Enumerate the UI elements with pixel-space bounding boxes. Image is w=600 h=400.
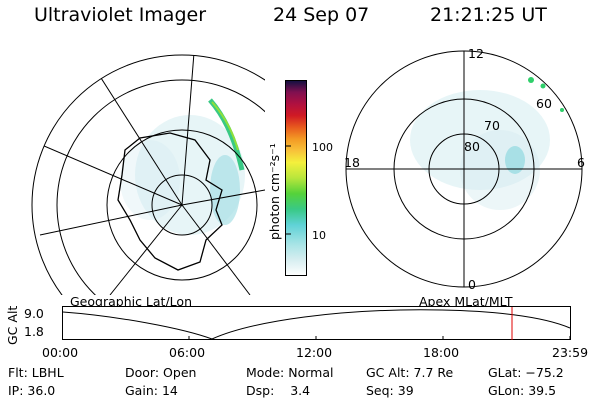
time-label: 21:21:25 UT — [430, 4, 547, 26]
altitude-tick-bottom: 1.8 — [24, 324, 44, 339]
geographic-image-panel — [31, 54, 265, 295]
status-dsp: Dsp: 3.4 — [246, 383, 311, 398]
time-tick-2359: 23:59 — [552, 345, 589, 360]
latitude-circles — [56, 79, 265, 295]
status-ip: IP: 36.0 — [8, 383, 56, 398]
colorbar-unit-label: photon cm⁻²s⁻¹ — [267, 143, 282, 240]
emission-haze — [120, 115, 245, 235]
ring-label-70: 70 — [484, 118, 500, 133]
mlt-label-0: 0 — [468, 277, 476, 292]
mlt-label-12: 12 — [468, 46, 484, 61]
ring-label-60: 60 — [536, 96, 552, 111]
status-gain: Gain: 14 — [125, 383, 178, 398]
ring-label-80: 80 — [464, 139, 480, 154]
status-glon: GLon: 39.5 — [488, 383, 557, 398]
colorbar-tick-10: 10 — [312, 229, 326, 242]
status-gc-alt: GC Alt: 7.7 Re — [366, 365, 454, 380]
altitude-timeline — [62, 306, 571, 340]
auroral-arc-core — [211, 101, 239, 151]
status-seq: Seq: 39 — [366, 383, 414, 398]
left-caption: Geographic Lat/Lon — [70, 294, 192, 309]
altitude-tick-top: 9.0 — [24, 306, 44, 321]
time-ticks — [62, 336, 571, 340]
colorbar — [285, 80, 307, 276]
time-tick-1800: 18:00 — [423, 345, 460, 360]
time-tick-0600: 06:00 — [169, 345, 206, 360]
time-tick-1200: 12:00 — [296, 345, 333, 360]
status-mode: Mode: Normal — [246, 365, 334, 380]
polar-plot — [345, 50, 583, 288]
right-caption: Apex MLat/MLT — [419, 294, 513, 309]
altitude-curve — [62, 309, 571, 340]
horizon-circle — [31, 54, 265, 295]
altitude-axis-label: GC Alt — [5, 305, 20, 345]
instrument-title: Ultraviolet Imager — [34, 4, 207, 26]
time-tick-0000: 00:00 — [42, 345, 79, 360]
status-filter: Flt: LBHL — [8, 365, 64, 380]
status-glat: GLat: −75.2 — [488, 365, 564, 380]
mlt-label-6: 6 — [577, 155, 585, 170]
colorbar-tick-100: 100 — [312, 141, 333, 154]
polar-emission — [410, 90, 550, 210]
polar-arc-dots — [528, 77, 564, 112]
status-door: Door: Open — [125, 365, 197, 380]
date-label: 24 Sep 07 — [273, 4, 370, 26]
mlt-label-18: 18 — [344, 155, 360, 170]
